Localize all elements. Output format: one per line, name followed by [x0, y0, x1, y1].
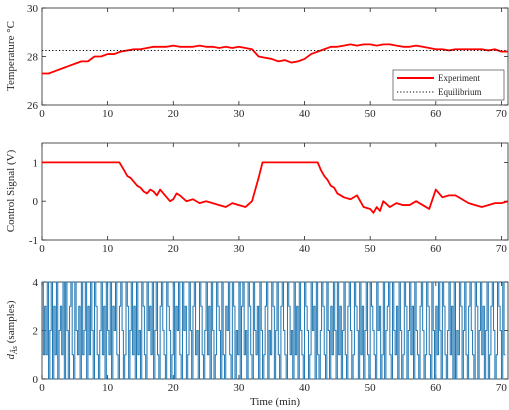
x-tick-label: 50 — [365, 243, 377, 255]
y-tick-label: 4 — [33, 277, 39, 289]
control-signal-ticks: 0 10 20 30 40 50 60 70-101 — [29, 143, 508, 255]
control-signal-plot-area — [42, 161, 509, 214]
delay-y-axis-label-main: d — [5, 354, 17, 360]
x-tick-label: 0 — [39, 382, 45, 394]
series-line-experiment — [42, 43, 508, 75]
x-tick-label: 40 — [299, 243, 311, 255]
legend: Experiment Equilibrium — [392, 69, 505, 101]
x-tick-label: 30 — [233, 382, 245, 394]
x-axis-label: Time (min) — [250, 396, 300, 408]
y-tick-label: 0 — [33, 374, 39, 386]
x-tick-label: 60 — [430, 382, 442, 394]
x-tick-label: 20 — [168, 243, 180, 255]
x-tick-label: 0 — [39, 243, 45, 255]
x-tick-label: 20 — [168, 382, 180, 394]
x-tick-label: 10 — [102, 243, 114, 255]
delay-y-axis-label-subscript: Âs — [9, 346, 19, 355]
x-tick-label: 0 — [39, 108, 45, 120]
x-tick-label: 40 — [299, 382, 311, 394]
temperature-panel: 0 10 20 30 40 50 60 70 26 28 30 Temperature °C Exp… — [5, 3, 509, 120]
y-tick-label: -1 — [29, 235, 38, 247]
y-tick-label: 0 — [33, 196, 39, 208]
series-line-panel-2-series-0 — [42, 281, 506, 380]
x-tick-label: 30 — [233, 243, 245, 255]
x-tick-label: 10 — [102, 108, 114, 120]
legend-label-equilibrium: Equilibrium — [438, 87, 482, 97]
x-tick-label: 20 — [168, 108, 180, 120]
y-tick-label: 26 — [27, 100, 39, 112]
y-tick-label: 28 — [27, 52, 39, 64]
control-signal-axes-box — [41, 142, 509, 241]
legend-box — [392, 69, 505, 101]
x-tick-label: 10 — [102, 382, 114, 394]
x-tick-label: 70 — [496, 243, 508, 255]
control-signal-panel: 0 10 20 30 40 50 60 70-101 Control Signal (V) — [5, 142, 509, 255]
x-tick-label: 40 — [299, 108, 311, 120]
x-tick-label: 60 — [430, 108, 442, 120]
delay-ticks: 0 10 20 30 40 50 60 70 0 2 4 — [33, 277, 508, 394]
temperature-y-axis-label: Temperature °C — [5, 21, 17, 91]
x-tick-label: 30 — [233, 108, 245, 120]
x-tick-label: 70 — [496, 108, 508, 120]
temperature-plot-area — [42, 43, 508, 75]
delay-y-axis-label-rest: (samples) — [5, 300, 17, 346]
y-tick-label: 1 — [33, 157, 39, 169]
series-line-panel-1-series-0 — [42, 161, 509, 214]
control-signal-y-axis-label: Control Signal (V) — [5, 149, 17, 232]
y-tick-label: 2 — [33, 326, 39, 338]
x-tick-label: 50 — [365, 382, 377, 394]
x-tick-label: 50 — [365, 108, 377, 120]
x-tick-label: 70 — [496, 382, 508, 394]
x-tick-label: 60 — [430, 243, 442, 255]
legend-label-experiment: Experiment — [438, 73, 480, 83]
y-tick-label: 30 — [27, 3, 39, 15]
delay-y-axis-label: dÂs (samples) — [5, 300, 19, 359]
temperature-ticks: 0 10 20 30 40 50 60 70 26 28 30 — [27, 3, 508, 120]
delay-panel: 0 10 20 30 40 50 60 70 0 2 4 dÂs (samples) Time (m… — [5, 277, 509, 408]
delay-plot-area — [42, 281, 506, 380]
